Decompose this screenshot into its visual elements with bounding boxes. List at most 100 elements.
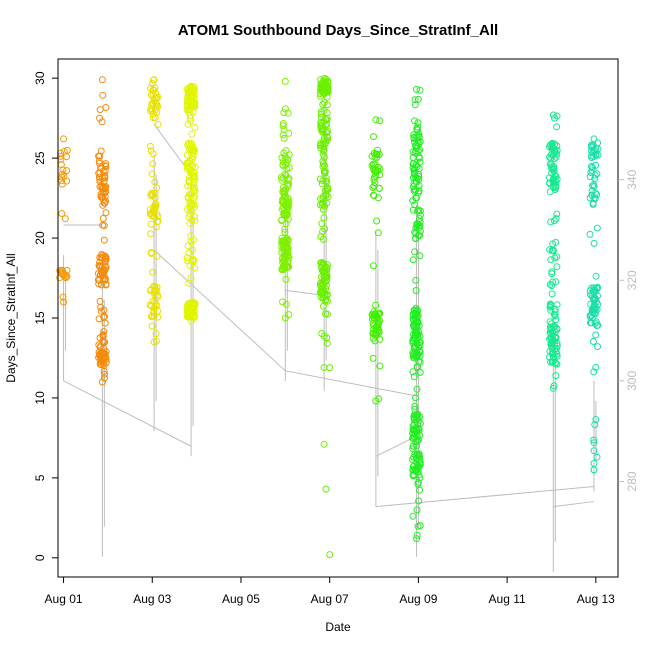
x-tick-label: Aug 07 (311, 592, 349, 606)
data-point (185, 279, 193, 287)
data-point (151, 204, 158, 212)
data-point (321, 162, 329, 170)
data-point (551, 305, 559, 313)
y-tick-label: 0 (33, 554, 47, 561)
data-point (547, 256, 555, 264)
data-point (549, 278, 557, 286)
y-tick-label: 5 (33, 474, 47, 481)
data-point (149, 114, 157, 122)
data-point (546, 246, 554, 254)
data-point (375, 184, 383, 192)
data-point (188, 207, 196, 215)
data-point (323, 101, 331, 109)
data-point (551, 340, 558, 348)
data-point (547, 151, 555, 159)
data-point (147, 84, 154, 92)
data-point (150, 338, 158, 346)
data-point (278, 176, 286, 184)
data-point (191, 264, 199, 272)
data-point (370, 176, 378, 183)
data-point (279, 162, 287, 169)
data-point (185, 177, 193, 185)
data-point (102, 281, 110, 289)
data-point (410, 413, 418, 421)
data-point (411, 248, 419, 256)
data-point (100, 362, 108, 370)
data-point (324, 87, 332, 95)
data-point (548, 140, 556, 148)
data-point (416, 222, 424, 230)
outlier-point (590, 447, 598, 455)
y2-tick-label: 300 (625, 371, 639, 391)
data-point (318, 220, 326, 228)
data-point (553, 112, 561, 120)
data-point (282, 275, 290, 283)
data-point (281, 225, 289, 233)
data-point (151, 194, 159, 202)
data-point (318, 283, 325, 291)
data-point (591, 295, 599, 303)
data-point (414, 425, 422, 433)
data-point (416, 452, 424, 460)
data-point (415, 170, 423, 178)
data-point (187, 161, 195, 169)
data-point (411, 331, 419, 339)
data-point (372, 116, 380, 124)
data-point (96, 175, 104, 183)
data-point (547, 340, 555, 348)
data-point (590, 195, 598, 203)
data-point (184, 242, 192, 250)
data-point (322, 272, 330, 280)
data-point (149, 80, 156, 87)
chart-title: ATOM1 Southbound Days_Since_StratInf_All (178, 22, 498, 39)
y-tick-label: 25 (33, 151, 47, 165)
data-point (415, 497, 423, 505)
data-point (97, 147, 105, 155)
data-point (279, 122, 287, 130)
data-point (549, 353, 557, 361)
data-point (412, 230, 420, 237)
x-tick-label: Aug 01 (45, 592, 83, 606)
data-point (63, 167, 71, 175)
data-point (548, 282, 556, 290)
data-point (376, 362, 384, 370)
x-tick-label: Aug 03 (133, 592, 171, 606)
data-point (409, 422, 417, 430)
data-point (97, 356, 105, 364)
data-point (413, 506, 421, 514)
data-point (546, 300, 554, 308)
data-point (60, 135, 68, 143)
data-point (285, 254, 293, 262)
data-point (368, 161, 376, 169)
y2-axis: 280 300 320 340 (618, 169, 639, 491)
y-axis: 0 5 10 15 20 25 30 (33, 71, 58, 561)
data-point (552, 215, 560, 223)
data-point (370, 133, 377, 141)
data-point (184, 102, 192, 110)
data-point (189, 310, 197, 318)
data-point (317, 233, 325, 241)
data-point (594, 321, 602, 329)
data-point (187, 117, 195, 125)
data-point (148, 250, 156, 257)
data-point (370, 262, 377, 270)
data-point (151, 94, 159, 102)
data-point (369, 354, 377, 362)
data-point (95, 157, 103, 165)
data-point (416, 207, 424, 215)
data-point (98, 262, 106, 270)
data-point (281, 105, 289, 113)
data-point (409, 368, 417, 376)
data-point (319, 100, 327, 108)
data-point (549, 358, 557, 366)
data-point (323, 339, 331, 347)
data-point (102, 209, 110, 217)
data-point (592, 416, 600, 423)
data-point (553, 263, 561, 271)
data-point (61, 215, 69, 223)
data-point (413, 330, 421, 338)
data-point (281, 262, 289, 270)
data-point (592, 272, 600, 280)
data-point (413, 85, 421, 93)
data-point (410, 324, 418, 331)
